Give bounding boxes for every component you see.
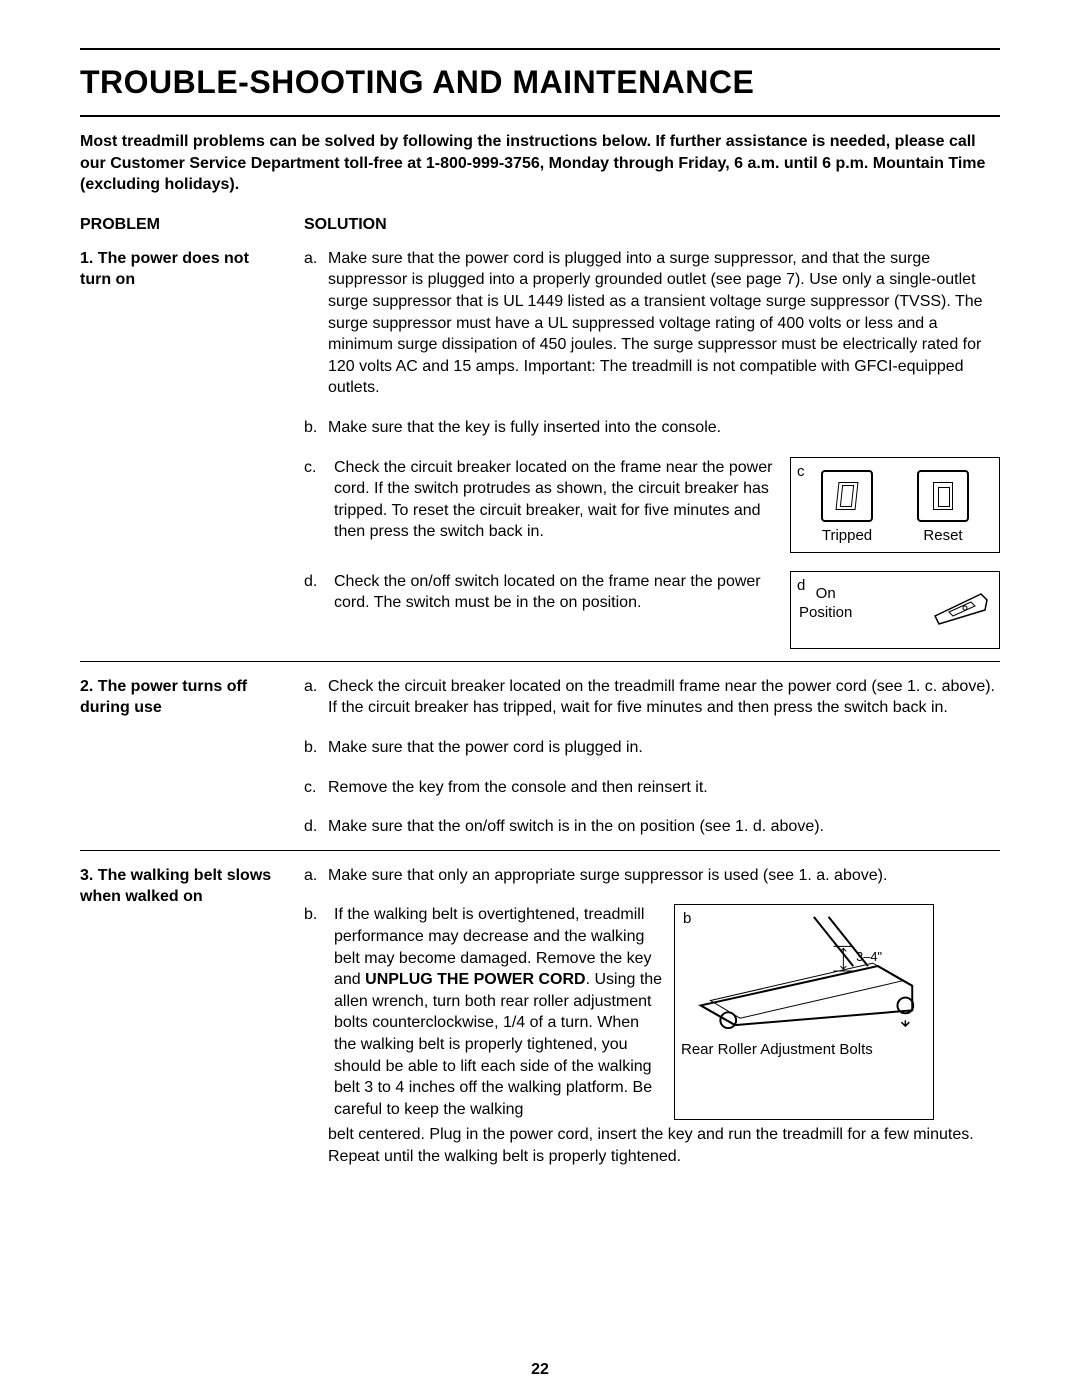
header-problem: PROBLEM	[80, 216, 290, 234]
problem-3-label: 3. The walking belt slows when walked on	[80, 865, 290, 1168]
section-2-rule	[80, 850, 1000, 851]
sol-3b-text: If the walking belt is overtightened, tr…	[334, 904, 664, 1120]
sol-2a-text: Check the circuit breaker located on the…	[328, 676, 1000, 719]
figure-c-label: c	[797, 462, 805, 482]
section-3: 3. The walking belt slows when walked on…	[80, 865, 1000, 1168]
section-2: 2. The power turns off during use a. Che…	[80, 676, 1000, 838]
sol-2a: a. Check the circuit breaker located on …	[304, 676, 1000, 719]
figure-b-caption: Rear Roller Adjustment Bolts	[681, 1040, 927, 1060]
on-switch-icon	[931, 582, 991, 626]
figure-d-position: Position	[799, 604, 852, 621]
tripped-switch-icon	[821, 470, 873, 522]
sol-1a-text: Make sure that the power cord is plugged…	[328, 248, 1000, 399]
figure-c-reset-label: Reset	[923, 526, 962, 546]
figure-c-tripped: Tripped	[821, 470, 873, 546]
figure-d-caption: On Position	[799, 585, 852, 623]
header-solution: SOLUTION	[304, 216, 1000, 234]
section-1: 1. The power does not turn on a. Make su…	[80, 248, 1000, 649]
figure-d-label: d	[797, 576, 805, 596]
sol-1c-text: Check the circuit breaker located on the…	[334, 457, 780, 553]
page-title: TROUBLE-SHOOTING AND MAINTENANCE	[80, 64, 1000, 101]
sol-2c-text: Remove the key from the console and then…	[328, 777, 1000, 799]
figure-d-on: On	[816, 585, 836, 602]
sol-1c-letter: c.	[304, 457, 324, 553]
sol-1c: c. Check the circuit breaker located on …	[304, 457, 1000, 553]
sol-1b: b. Make sure that the key is fully inser…	[304, 417, 1000, 439]
sol-2b: b. Make sure that the power cord is plug…	[304, 737, 1000, 759]
figure-c: c Tripped Reset	[790, 457, 1000, 553]
solution-2-block: a. Check the circuit breaker located on …	[304, 676, 1000, 838]
title-underline-rule	[80, 115, 1000, 117]
sol-3b-post: . Using the allen wrench, turn both rear…	[334, 971, 662, 1118]
solution-3-block: a. Make sure that only an appropriate su…	[304, 865, 1000, 1168]
sol-2c: c. Remove the key from the console and t…	[304, 777, 1000, 799]
figure-c-tripped-label: Tripped	[822, 526, 872, 546]
figure-d: d On Position	[790, 571, 1000, 649]
section-1-rule	[80, 661, 1000, 662]
sol-3a-text: Make sure that only an appropriate surge…	[328, 865, 1000, 887]
sol-1a-letter: a.	[304, 248, 324, 399]
reset-switch-icon	[917, 470, 969, 522]
sol-1d: d. Check the on/off switch located on th…	[304, 571, 1000, 649]
figure-c-reset: Reset	[917, 470, 969, 546]
sol-3b-bold: UNPLUG THE POWER CORD	[365, 971, 585, 988]
figure-b: b 3–4" Rear Roller Ad	[674, 904, 934, 1120]
sol-3a: a. Make sure that only an appropriate su…	[304, 865, 1000, 887]
sol-1d-letter: d.	[304, 571, 324, 649]
treadmill-diagram-icon: 3–4"	[681, 911, 927, 1031]
sol-2d: d. Make sure that the on/off switch is i…	[304, 816, 1000, 838]
sol-1a: a. Make sure that the power cord is plug…	[304, 248, 1000, 399]
figure-b-label: b	[683, 909, 691, 929]
column-headers: PROBLEM SOLUTION	[80, 216, 1000, 234]
solution-1-block: a. Make sure that the power cord is plug…	[304, 248, 1000, 649]
figure-b-dim: 3–4"	[856, 950, 882, 965]
sol-1b-text: Make sure that the key is fully inserted…	[328, 417, 1000, 439]
top-rule	[80, 48, 1000, 50]
sol-3b-continuation: belt centered. Plug in the power cord, i…	[328, 1124, 1000, 1167]
sol-1b-letter: b.	[304, 417, 324, 439]
page-number: 22	[0, 1361, 1080, 1379]
intro-paragraph: Most treadmill problems can be solved by…	[80, 131, 1000, 196]
problem-1-label: 1. The power does not turn on	[80, 248, 290, 649]
sol-1d-text: Check the on/off switch located on the f…	[334, 571, 780, 649]
sol-2b-text: Make sure that the power cord is plugged…	[328, 737, 1000, 759]
sol-2d-text: Make sure that the on/off switch is in t…	[328, 816, 1000, 838]
problem-2-label: 2. The power turns off during use	[80, 676, 290, 838]
sol-3b: b. If the walking belt is overtightened,…	[304, 904, 1000, 1120]
